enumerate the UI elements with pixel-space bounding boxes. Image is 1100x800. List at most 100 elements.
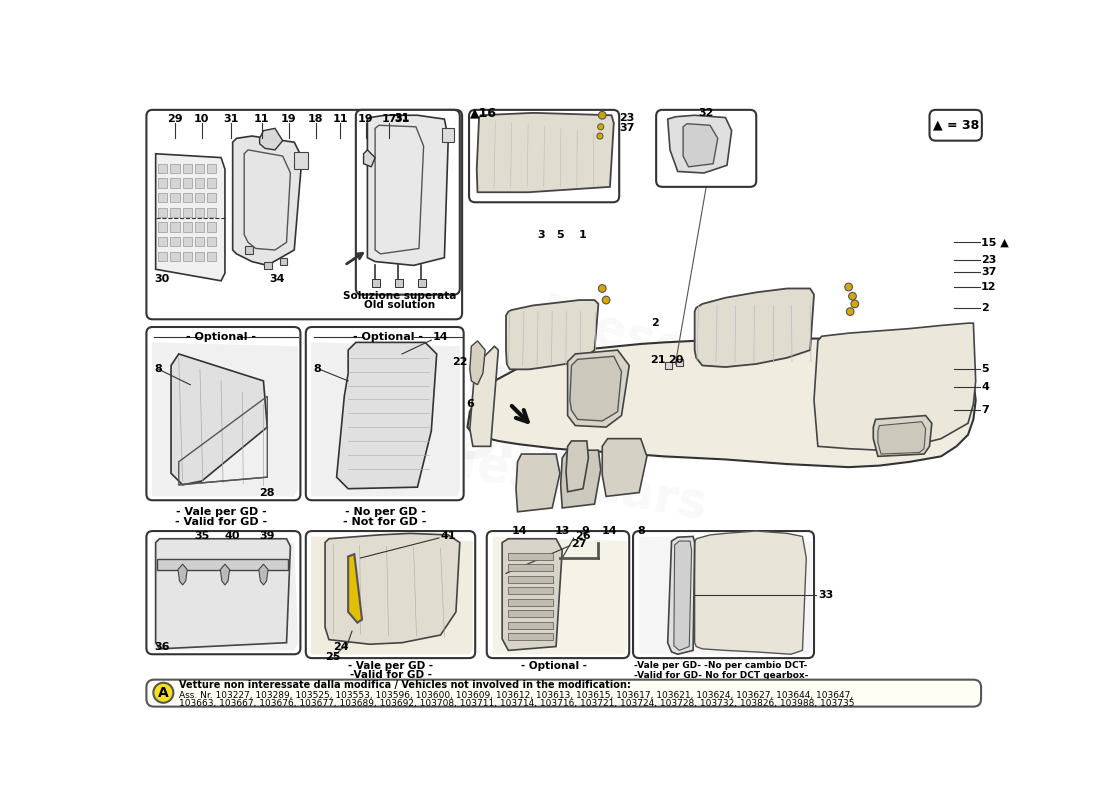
Text: 4: 4 [981,382,989,392]
Bar [207,251,217,261]
Polygon shape [570,356,622,421]
Bar [195,251,205,261]
Bar [207,164,217,173]
Text: 23: 23 [981,255,997,265]
Bar [664,362,671,370]
FancyBboxPatch shape [306,531,475,658]
Polygon shape [233,136,301,266]
Polygon shape [156,154,224,281]
Text: Vetture non interessate dalla modifica / Vehicles not involved in the modificati: Vetture non interessate dalla modifica /… [178,680,630,690]
Text: DieselCars: DieselCars [532,290,826,411]
FancyBboxPatch shape [486,531,629,658]
Text: - Vale per GD -: - Vale per GD - [176,507,266,517]
Text: 13: 13 [554,526,570,536]
Bar [207,193,217,202]
Bar [158,193,167,202]
Text: 10: 10 [195,114,209,124]
Text: 37: 37 [619,123,635,134]
Polygon shape [348,554,362,622]
FancyBboxPatch shape [146,531,300,654]
Polygon shape [178,564,187,585]
Polygon shape [674,541,692,650]
Polygon shape [639,537,812,654]
Text: Ass. Nr. 103227, 103289, 103525, 103553, 103596, 103600, 103609, 103612, 103613,: Ass. Nr. 103227, 103289, 103525, 103553,… [178,691,852,700]
Text: 17: 17 [382,114,397,124]
Text: 36: 36 [154,642,169,651]
Text: 7: 7 [981,405,989,415]
Text: 2: 2 [981,302,989,313]
Bar [170,178,179,188]
Bar [183,208,191,217]
Polygon shape [220,564,230,585]
Bar [195,208,205,217]
Text: 103663, 103667, 103676, 103677, 103689, 103692, 103708, 103711, 103714, 103716, : 103663, 103667, 103676, 103677, 103689, … [178,699,855,708]
Text: A: A [158,686,168,700]
Text: - Valid for GD -: - Valid for GD - [175,517,267,527]
Text: 15 ▲: 15 ▲ [981,238,1009,247]
Polygon shape [470,346,498,446]
FancyBboxPatch shape [356,110,460,294]
Bar [170,193,179,202]
FancyBboxPatch shape [634,531,814,658]
Bar [158,164,167,173]
Bar [195,222,205,231]
Polygon shape [561,450,601,508]
Bar [372,279,379,287]
Bar [508,610,553,618]
Text: - Optional -: - Optional - [353,332,424,342]
Bar [158,178,167,188]
Text: 8: 8 [154,364,162,374]
Polygon shape [363,150,375,167]
Polygon shape [695,289,814,367]
Bar [158,222,167,231]
Text: 40: 40 [224,531,241,542]
Text: 21: 21 [650,355,666,365]
Text: 20: 20 [668,355,683,365]
Polygon shape [683,124,717,167]
Bar [508,599,553,606]
Polygon shape [873,415,932,456]
Circle shape [846,308,854,315]
Text: 25: 25 [326,651,340,662]
FancyBboxPatch shape [930,110,982,141]
Text: 8: 8 [637,526,645,536]
FancyBboxPatch shape [469,110,619,202]
Bar [279,258,287,266]
Polygon shape [476,113,614,192]
Text: - Vale per GD -: - Vale per GD - [348,661,433,670]
Text: 26: 26 [575,531,591,542]
Text: ▲16: ▲16 [470,106,497,119]
Bar [195,178,205,188]
Text: 35: 35 [195,531,209,542]
Bar [170,237,179,246]
Circle shape [597,133,603,139]
Bar [207,237,217,246]
Polygon shape [566,441,588,492]
Text: 39: 39 [260,531,275,542]
Polygon shape [668,537,695,654]
Polygon shape [470,341,485,385]
Polygon shape [568,350,629,427]
Bar [676,358,683,366]
Circle shape [851,300,859,308]
Text: 33: 33 [818,590,833,600]
Bar [418,279,426,287]
Text: - Not for GD -: - Not for GD - [343,517,427,527]
Circle shape [845,283,853,291]
Circle shape [598,285,606,292]
Text: 30: 30 [154,274,169,284]
Text: 37: 37 [981,266,997,277]
Text: 31: 31 [223,114,239,124]
Polygon shape [695,531,806,654]
Text: ▲ = 38: ▲ = 38 [933,118,979,132]
Bar [295,152,308,169]
Bar [195,164,205,173]
Text: 1: 1 [579,230,587,240]
FancyBboxPatch shape [146,680,981,706]
Polygon shape [367,115,449,266]
Text: Old solution: Old solution [364,301,436,310]
Text: 3: 3 [537,230,544,240]
Bar [183,193,191,202]
Text: -Valid for GD- No for DCT gearbox-: -Valid for GD- No for DCT gearbox- [634,670,808,679]
Polygon shape [156,538,290,649]
